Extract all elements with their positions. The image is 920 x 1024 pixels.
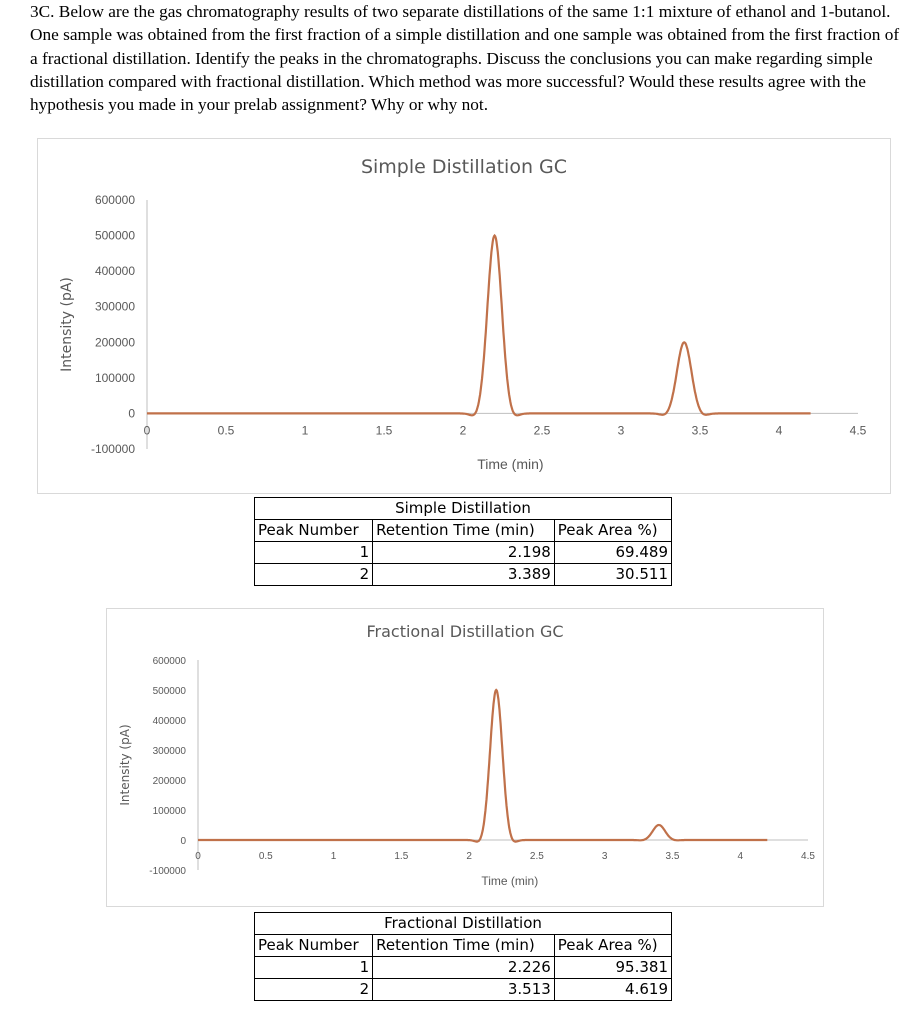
retention-time: 3.389 [372,563,555,586]
simple-distillation-table: Simple Distillation Peak Number Retentio… [253,497,673,586]
retention-time: 2.226 [372,956,555,979]
peak-number: 1 [253,541,374,564]
x-tick-label: 2.5 [530,851,544,862]
chart-title: Fractional Distillation GC [366,622,563,641]
y-tick-label: 100000 [153,806,187,817]
y-tick-label: 600000 [95,193,135,207]
chromatogram-line [147,233,811,417]
column-header: Retention Time (min) [372,519,555,542]
y-tick-label: 300000 [153,746,187,757]
peak-area: 30.511 [553,563,673,586]
x-tick-label: 1 [331,851,337,862]
x-tick-label: 3 [618,423,625,437]
x-tick-label: 2.5 [534,423,551,437]
table-row: 1 2.198 69.489 [253,541,673,564]
x-axis-label: Time (min) [481,874,538,888]
table-row: 1 2.226 95.381 [253,956,673,979]
y-tick-label: -100000 [91,442,135,456]
y-tick-label: 500000 [95,229,135,243]
x-tick-label: 4.5 [850,423,867,437]
x-tick-label: 0 [195,851,201,862]
y-tick-label: 400000 [95,264,135,278]
y-tick-label: 100000 [95,371,135,385]
chart-svg: Simple Distillation GC 600000 500000 400000… [59,156,867,472]
chromatogram-line [198,688,768,843]
x-tick-label: 0 [144,423,151,437]
y-tick-label: 200000 [153,776,187,787]
chart-title: Simple Distillation GC [361,156,567,178]
column-header: Peak Number [253,519,374,542]
question-text: 3C. Below are the gas chromatography res… [30,2,900,115]
y-tick-label: 0 [128,406,135,420]
column-header: Peak Number [253,934,374,957]
x-tick-label: 3.5 [692,423,709,437]
column-header: Retention Time (min) [372,934,555,957]
y-tick-label: 200000 [95,335,135,349]
x-tick-label: 2 [466,851,472,862]
table-row: 2 3.389 30.511 [253,563,673,586]
peak-number: 2 [253,563,374,586]
x-tick-label: 1.5 [376,423,393,437]
y-axis-label: Intensity (pA) [118,724,132,805]
y-tick-label: 400000 [153,716,187,727]
x-tick-label: 3 [602,851,608,862]
peak-number: 1 [253,956,374,979]
chart-svg: Fractional Distillation GC60000050000040… [118,622,815,888]
y-axis-label: Intensity (pA) [59,277,75,372]
peak-area: 69.489 [553,541,673,564]
x-axis-label: Time (min) [477,456,543,472]
simple-distillation-chart: Simple Distillation GC 600000 500000 400000… [37,138,891,494]
x-tick-label: 1 [302,423,309,437]
x-tick-label: 2 [460,423,467,437]
x-tick-label: 0.5 [259,851,273,862]
peak-area: 95.381 [553,956,673,979]
y-tick-label: 0 [180,836,186,847]
table-row: 2 3.513 4.619 [253,978,673,1001]
fractional-distillation-chart: Fractional Distillation GC 600000 500000 40… [106,608,824,907]
table-title: Simple Distillation [254,497,672,520]
column-header: Peak Area %) [553,934,673,957]
x-tick-label: 4 [737,851,743,862]
y-tick-label: 500000 [153,686,187,697]
y-tick-label: -100000 [149,866,186,877]
y-tick-label: 300000 [95,300,135,314]
peak-area: 4.619 [553,978,673,1001]
x-tick-label: 1.5 [394,851,408,862]
retention-time: 3.513 [372,978,555,1001]
table-title: Fractional Distillation [254,912,672,935]
x-tick-label: 4.5 [801,851,815,862]
x-tick-label: 0.5 [218,423,235,437]
retention-time: 2.198 [372,541,555,564]
x-tick-label: 3.5 [665,851,679,862]
fractional-distillation-table: Fractional Distillation Peak Number Rete… [253,912,673,1001]
column-header: Peak Area %) [553,519,673,542]
peak-number: 2 [253,978,374,1001]
x-tick-label: 4 [776,423,783,437]
y-tick-label: 600000 [153,656,187,667]
